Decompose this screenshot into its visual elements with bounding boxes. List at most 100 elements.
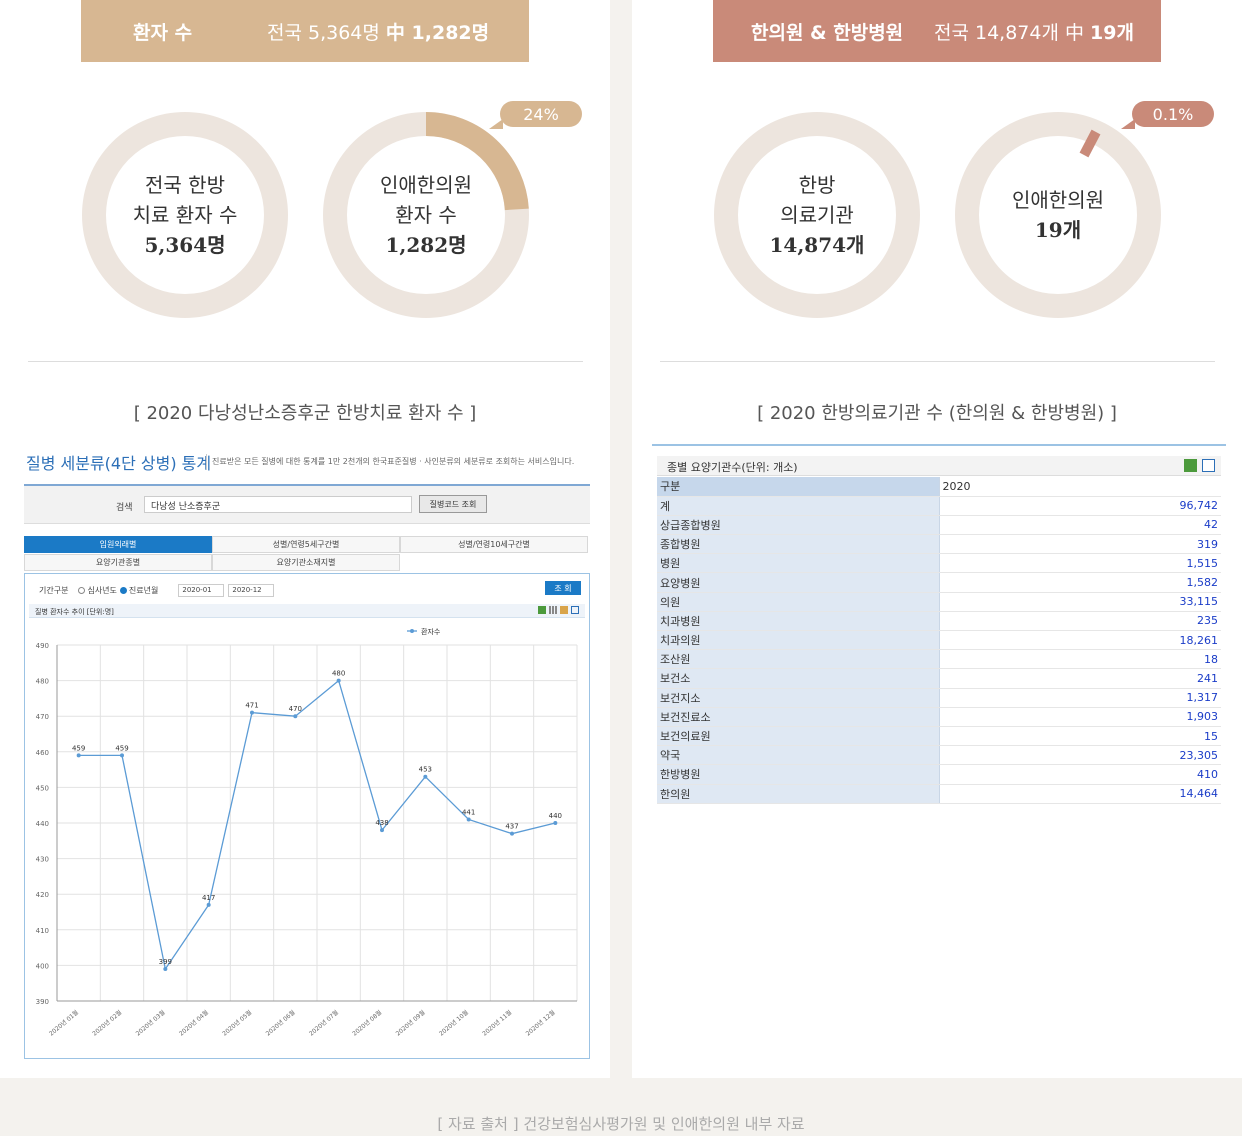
radio-treatment-month-label: 진료년월 bbox=[128, 586, 159, 595]
row-label: 보건의료원 bbox=[657, 726, 940, 747]
y-tick-label: 450 bbox=[36, 784, 49, 792]
collapse-icon[interactable] bbox=[1202, 459, 1215, 472]
row-label: 한의원 bbox=[657, 784, 940, 804]
section-divider bbox=[660, 361, 1215, 362]
y-tick-label: 460 bbox=[36, 749, 49, 757]
table-row: 보건의료원 15 bbox=[657, 726, 1221, 747]
row-label: 요양병원 bbox=[657, 572, 940, 593]
institution-count-panel: 한의원 & 한방병원 전국 14,874개 中 19개 한방 의료기관 14,8… bbox=[632, 0, 1242, 1078]
institution-banner: 한의원 & 한방병원 전국 14,874개 中 19개 bbox=[713, 0, 1161, 62]
row-value: 1,515 bbox=[939, 553, 1221, 574]
period-filter: 기간구분 심사년도 진료년월 2020-01 2020-12 bbox=[39, 584, 275, 597]
data-point bbox=[553, 821, 558, 825]
x-tick-label: 2020년 10월 bbox=[437, 1008, 470, 1037]
period-to-input[interactable]: 2020-12 bbox=[228, 584, 275, 597]
row-value: 241 bbox=[939, 668, 1221, 689]
banner-stat-prefix: 전국 14,874개 中 bbox=[934, 21, 1091, 44]
chart-title: 질병 환자수 추이 [단위:명] bbox=[35, 608, 114, 616]
search-input[interactable]: 다낭성 난소증후군 bbox=[144, 496, 412, 513]
tab-gender-age10[interactable]: 성별/연령10세구간별 bbox=[400, 536, 588, 553]
donut-value: 19개 bbox=[1034, 218, 1082, 242]
bar-chart-icon[interactable] bbox=[560, 606, 568, 614]
radio-treatment-month[interactable] bbox=[119, 587, 127, 594]
national-patients-donut: 전국 한방 치료 환자 수 5,364명 bbox=[82, 112, 288, 318]
row-value: 1,317 bbox=[939, 688, 1221, 708]
row-label: 보건소 bbox=[657, 668, 940, 689]
y-tick-label: 420 bbox=[36, 891, 49, 899]
excel-icon[interactable] bbox=[1184, 459, 1197, 472]
table-row: 조산원 18 bbox=[657, 649, 1221, 670]
column-icon[interactable] bbox=[549, 606, 557, 614]
header-rule bbox=[24, 484, 590, 486]
tab-institution-type[interactable]: 요양기관종별 bbox=[24, 554, 212, 571]
chart-caption: [ 2020 다낭성난소증후군 한방치료 환자 수 ] bbox=[133, 403, 477, 424]
data-point bbox=[250, 710, 254, 715]
x-tick-label: 2020년 04월 bbox=[177, 1008, 210, 1037]
data-point bbox=[423, 774, 428, 779]
row-label: 계 bbox=[657, 496, 940, 516]
row-value: 33,115 bbox=[939, 592, 1221, 612]
y-tick-label: 430 bbox=[36, 856, 49, 864]
data-point bbox=[510, 831, 514, 836]
banner-title: 환자 수 bbox=[133, 21, 193, 44]
institution-table: 구분 2020 계 96,742 상급종합병원 42 종합병원 319 병원 1,515 요양병원 1… bbox=[657, 477, 1221, 804]
x-tick-label: 2020년 08월 bbox=[351, 1008, 384, 1037]
y-tick-label: 490 bbox=[36, 642, 49, 650]
row-label: 치과의원 bbox=[657, 630, 940, 651]
collapse-icon[interactable] bbox=[571, 606, 579, 614]
row-label: 한방병원 bbox=[657, 764, 940, 785]
data-point bbox=[380, 828, 384, 833]
excel-icon[interactable] bbox=[538, 606, 546, 614]
data-label: 417 bbox=[202, 894, 215, 902]
data-label: 438 bbox=[375, 819, 388, 827]
row-label: 치과병원 bbox=[657, 611, 940, 632]
x-tick-label: 2020년 02월 bbox=[91, 1008, 124, 1037]
data-label: 470 bbox=[289, 705, 302, 713]
chart-box: 기간구분 심사년도 진료년월 2020-01 2020-12 조 회 질병 환자… bbox=[24, 573, 590, 1059]
row-label: 약국 bbox=[657, 745, 940, 766]
radio-review-year[interactable] bbox=[78, 587, 86, 594]
tab-institution-location[interactable]: 요양기관소재지별 bbox=[212, 554, 400, 571]
row-value: 410 bbox=[939, 764, 1221, 785]
data-label: 459 bbox=[72, 744, 85, 752]
period-from-input[interactable]: 2020-01 bbox=[178, 584, 225, 597]
data-source: [ 자료 출처 ] 건강보험심사평가원 및 인애한의원 내부 자료 bbox=[437, 1115, 805, 1133]
row-value: 2020 bbox=[939, 477, 1221, 497]
row-value: 235 bbox=[939, 611, 1221, 632]
table-row: 한방병원 410 bbox=[657, 764, 1221, 785]
data-point bbox=[163, 966, 168, 971]
data-label: 399 bbox=[159, 958, 172, 966]
table-row: 한의원 14,464 bbox=[657, 784, 1221, 804]
tab-gender-age5[interactable]: 성별/연령5세구간별 bbox=[212, 536, 400, 553]
table-title: 종별 요양기관수(단위: 개소) bbox=[667, 461, 798, 474]
x-tick-label: 2020년 12월 bbox=[524, 1008, 557, 1037]
table-caption: [ 2020 한방의료기관 수 (한의원 & 한방병원) ] bbox=[757, 403, 1117, 424]
legend-marker bbox=[410, 629, 414, 633]
row-value: 18 bbox=[939, 649, 1221, 670]
patient-count-banner: 환자 수 전국 5,364명 中 1,282명 bbox=[81, 0, 529, 62]
banner-stat-highlight: 中 1,282명 bbox=[385, 21, 490, 44]
table-row: 계 96,742 bbox=[657, 496, 1221, 516]
row-value: 319 bbox=[939, 534, 1221, 555]
row-label: 종합병원 bbox=[657, 534, 940, 555]
stat-page-title: 질병 세분류(4단 상병) 통계 bbox=[26, 454, 212, 473]
disease-code-search-button[interactable]: 질병코드 조회 bbox=[419, 495, 487, 513]
table-header-bar: 종별 요양기관수(단위: 개소) bbox=[657, 456, 1221, 476]
donut-line1: 인애한의원 bbox=[1012, 188, 1104, 212]
tab-inpatient-outpatient[interactable]: 입원외래별 bbox=[24, 536, 212, 553]
percent-badge-tail bbox=[1121, 119, 1135, 129]
table-row: 보건소 241 bbox=[657, 668, 1221, 689]
y-tick-label: 480 bbox=[36, 678, 49, 686]
banner-stat: 전국 5,364명 中 1,282명 bbox=[267, 18, 489, 45]
row-label: 조산원 bbox=[657, 649, 940, 670]
table-header-row: 구분 2020 bbox=[657, 477, 1221, 497]
table-row: 상급종합병원 42 bbox=[657, 515, 1221, 536]
x-tick-label: 2020년 06월 bbox=[264, 1008, 297, 1037]
row-value: 1,903 bbox=[939, 707, 1221, 727]
y-tick-label: 440 bbox=[36, 820, 49, 828]
data-point bbox=[466, 817, 471, 822]
query-button[interactable]: 조 회 bbox=[545, 581, 581, 595]
institution-table-screenshot: 종별 요양기관수(단위: 개소) 구분 2020 계 96,742 상급종합병원 42 종합… bbox=[652, 444, 1226, 814]
row-value: 42 bbox=[939, 515, 1221, 536]
search-label: 검색 bbox=[116, 503, 133, 513]
